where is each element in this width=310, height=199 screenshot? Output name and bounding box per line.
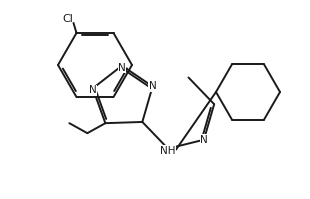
Text: NH: NH <box>160 146 176 156</box>
Text: N: N <box>118 63 126 73</box>
Text: Cl: Cl <box>62 14 73 24</box>
Text: N: N <box>149 81 157 91</box>
Text: N: N <box>89 85 97 95</box>
Text: N: N <box>200 135 208 145</box>
